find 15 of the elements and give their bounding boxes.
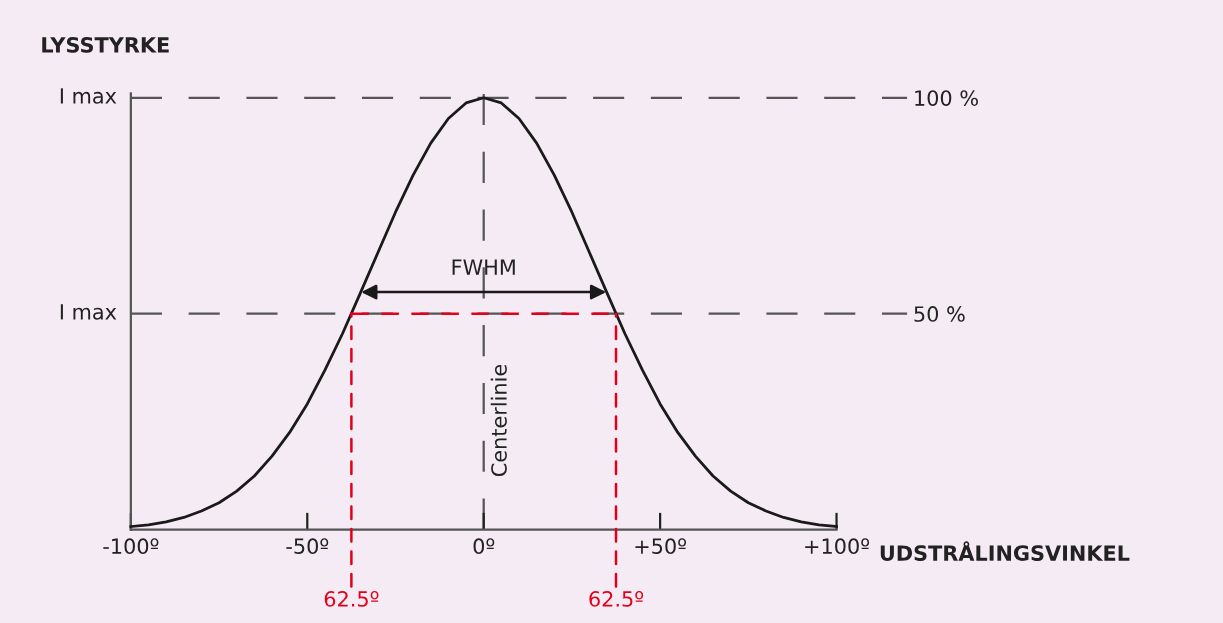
x-tick-label: 0º	[473, 538, 495, 555]
annotation: I max	[60, 304, 117, 320]
y-tick-label: 100 %	[915, 90, 978, 106]
annotation: FWHM	[452, 259, 515, 275]
x-tick-label: -100º	[103, 538, 159, 555]
ref-line-label: Centerlinie	[490, 364, 507, 477]
x-tick-label: -50º	[286, 538, 329, 555]
x-tick-label: +50º	[635, 538, 687, 555]
y-tick-label: 50 %	[914, 306, 965, 322]
x-axis-title: UDSTRÅLINGSVINKEL	[880, 541, 1130, 561]
annotation: 62.5º	[324, 591, 379, 607]
x-tick-label: +100º	[805, 538, 870, 555]
chart-title: LYSSTYRKE	[42, 37, 169, 53]
annotation: I max	[60, 88, 117, 104]
annotation: 62.5º	[589, 591, 644, 607]
